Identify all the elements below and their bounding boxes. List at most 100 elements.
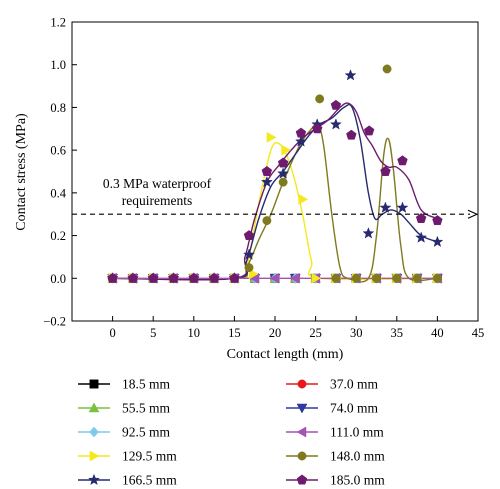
x-tick-label: 0 [109,326,115,340]
annotation-line-1: 0.3 MPa waterproof [103,176,212,191]
data-point [243,248,255,260]
data-point [397,155,408,166]
data-point [266,131,277,143]
x-tick-label: 5 [150,326,156,340]
legend-marker [89,379,99,389]
data-point [248,268,259,280]
legend-entry: 111.0 mm [286,425,384,440]
data-point [415,231,428,243]
fitted-curves [112,102,438,283]
legend-marker [297,379,307,389]
data-point [148,272,159,283]
y-tick-label: 0.0 [50,272,66,286]
legend-marker [89,450,100,462]
data-point [311,272,322,284]
data-point [329,118,342,130]
data-point [277,157,289,168]
data-point [127,272,139,283]
data-point [380,165,391,176]
reference-arrow [467,209,479,219]
data-point [315,94,325,104]
data-point [415,212,427,223]
legend-label: 74.0 mm [330,401,379,416]
legend-entry: 166.5 mm [78,473,177,488]
data-point [344,69,357,81]
curve-185-0-mm [112,102,438,281]
data-point [229,272,240,283]
data-point [379,201,392,213]
series-148-0-mm [108,64,442,283]
legend-label: 148.0 mm [330,449,385,464]
y-tick-label: 1.0 [50,58,66,72]
data-point [432,215,443,226]
legend-label: 185.0 mm [330,473,385,488]
data-point [260,175,273,188]
y-tick-label: 0.2 [50,229,66,243]
x-tick-label: 10 [188,326,201,340]
x-tick-label: 25 [309,326,322,340]
data-point [298,193,309,205]
x-tick-label: 30 [350,326,363,340]
legend-entry: 18.5 mm [78,377,171,392]
legend-entry: 74.0 mm [286,401,379,416]
legend-entry: 129.5 mm [78,449,177,464]
data-point [412,273,422,283]
data-point [382,64,392,74]
y-tick-label: 0.8 [50,101,66,115]
legend-label: 111.0 mm [330,425,384,440]
curve-148-0-mm [112,122,438,283]
data-point [351,273,361,283]
data-point [372,273,381,283]
legend-label: 37.0 mm [330,377,379,392]
y-axis-title: Contact stress (MPa) [14,113,29,231]
y-tick-label: 0.4 [50,186,66,200]
data-point [312,123,323,134]
data-point [269,272,280,284]
data-point [431,235,444,248]
legend-label: 55.5 mm [122,401,171,416]
legend-entry: 37.0 mm [286,377,379,392]
data-point [432,273,442,283]
axis-ticks: 0 5 10 15 20 25 30 35 40 45 −0.2 0.0 0.2 0.4 0.6 0.8 1.0… [43,16,484,341]
data-point [346,129,357,140]
data-point [262,216,272,226]
legend-marker [296,426,307,438]
data-point [243,230,255,241]
annotation-line-2: requirements [122,193,192,208]
x-tick-label: 20 [269,326,282,340]
data-point [295,135,307,147]
data-point [330,99,342,110]
legend-label: 129.5 mm [122,449,177,464]
x-tick-label: 35 [391,326,404,340]
legend-marker [88,473,100,486]
legend-marker [89,426,99,438]
legend-label: 166.5 mm [122,473,177,488]
x-tick-label: 15 [228,326,241,340]
data-point [107,272,118,283]
legend-entry: 148.0 mm [286,449,385,464]
legend-marker [297,451,307,461]
legend-marker [296,403,308,414]
legend-entry: 92.5 mm [78,425,171,440]
data-point [362,227,375,239]
data-point [289,272,300,284]
legend-entry: 185.0 mm [286,473,385,488]
data-point [278,177,288,187]
y-tick-label: −0.2 [43,315,66,329]
x-tick-label: 40 [431,326,444,340]
legend-marker [296,474,308,485]
data-point [261,165,273,176]
data-point [244,263,254,273]
data-point [208,272,220,283]
legend-entry: 55.5 mm [78,401,171,416]
y-tick-label: 0.6 [50,144,66,158]
legend-label: 92.5 mm [122,425,171,440]
data-point [277,167,290,179]
legend-label: 18.5 mm [122,377,171,392]
y-tick-label: 1.2 [50,16,66,30]
data-point [295,127,307,138]
data-point [281,144,292,156]
data-point [396,201,409,213]
data-point [363,125,375,136]
